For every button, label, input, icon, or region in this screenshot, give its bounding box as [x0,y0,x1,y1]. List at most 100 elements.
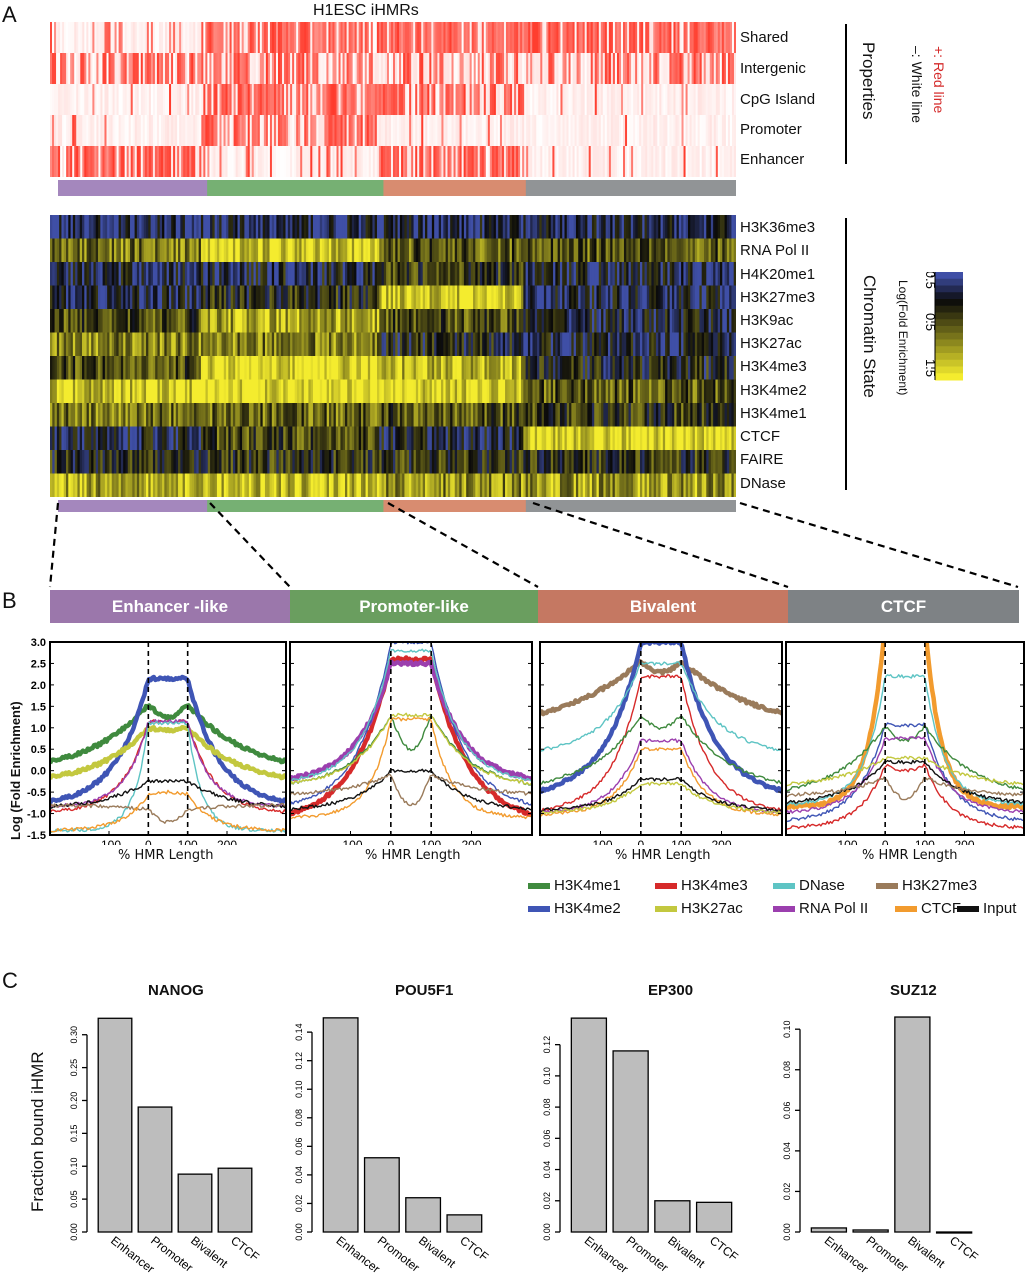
colorbar-step [935,332,963,340]
heatmap-row-h3k9ac [50,309,736,333]
heatmap-row-faire [50,450,736,474]
profile-plot-1: -100 0 100 200 [289,641,533,845]
bar-title-nanog: NANOG [148,982,204,999]
plot-frame [49,641,287,836]
connector-line [532,501,789,589]
colorbar-step [935,346,963,354]
plot-frame [539,641,783,836]
xlabel-enhancer: % HMR Length [118,848,214,863]
xtick-label: 0 [882,838,889,845]
colorbar-step [935,353,963,361]
series-dnase [50,721,286,834]
chromatin-heatmap [50,215,736,497]
row-label-dnase: DNase [740,475,786,492]
bar-ytick-label: 0.12 [542,1036,552,1054]
bar-category-label: Promoter [864,1233,912,1274]
legend-swatch [655,905,677,912]
bar-ytick-label: 0.10 [782,1020,792,1038]
bar-ytick-label: 0.15 [69,1125,79,1143]
group-header-bivalent: Bivalent [538,590,788,623]
profile-plot-2: -100 0 100 200 [539,641,783,845]
xtick-label: 0 [637,838,644,845]
legend-swatch [528,905,550,912]
bar-ctcf [446,1214,483,1233]
properties-bracket [845,24,847,164]
group-segment-enhancer-like [58,500,208,512]
series-h3k4me1 [540,715,782,785]
bar-category-label: CTCF [947,1233,981,1264]
row-label-cpg: CpG Island [740,91,816,108]
bar-ytick-label: 0.04 [542,1161,552,1179]
bar-ytick-label: 0.04 [782,1142,792,1160]
legend-h3k27ac: H3K27ac [655,900,743,917]
profile-plot-0: 3.0 2.5 2.0 1.5 1.0 0.5 0.0 -0.5 -1.0 -1.5 -100 0 10… [27,637,287,845]
group-bar-bottom [58,500,736,512]
xtick-label: -100 [588,838,612,845]
panel-letter-b: B [2,588,17,613]
heatmap-row-enhancer [50,146,736,177]
xlabel-promoter: % HMR Length [365,848,461,863]
row-label-shared: Shared [740,29,789,46]
colorbar-label: Log(Fold Enrichment) [896,280,910,396]
bar-title-ep300: EP300 [648,982,694,999]
legend-swatch [895,905,917,912]
colorbar-step [935,359,963,367]
legend-h3k4me1: H3K4me1 [528,877,621,894]
series-h3k4me2 [50,674,286,805]
bar-ytick-label: 0.00 [782,1223,792,1241]
heatmap-row-ctcf [50,426,736,450]
xtick-label: -100 [97,838,121,845]
row-label-h3k27me3: H3K27me3 [740,289,816,306]
bar-ytick-label: 0.14 [294,1023,304,1041]
bar-title-pou5f1: POU5F1 [395,982,454,999]
xtick-label: 100 [671,838,691,845]
series-ctcf [786,642,1024,811]
ytick-label: 0.5 [31,744,46,756]
series-h3k4me2 [540,642,782,795]
bar-ytick-label: 0.12 [294,1052,304,1070]
series-h3k27me3 [786,776,1024,801]
bar-promoter [137,1106,173,1233]
bar-enhancer [97,1017,133,1233]
series-h3k4me3 [786,763,1024,830]
bar-ytick-label: 0.00 [542,1223,552,1241]
group-bar-top [58,180,736,196]
row-label-h3k4me1: H3K4me1 [740,405,807,422]
group-segment-bivalent [383,500,527,512]
bar-category-label: CTCF [457,1233,491,1264]
series-rna-pol-ii [290,659,532,782]
heatmap-title: H1ESC iHMRs [313,2,419,19]
series-input [786,759,1024,805]
heatmap-row-rna-pol-ii [50,238,736,262]
series-h3k4me1 [786,725,1024,792]
series-h3k4me3 [540,674,782,813]
group-segment-promoter-like [207,500,384,512]
connector-line [739,501,1019,589]
series-h3k27ac [540,781,782,815]
heatmap-row-promoter [50,115,736,146]
bar-ytick-label: 0.06 [542,1130,552,1148]
connector-line [387,502,539,588]
row-label-faire: FAIRE [740,451,784,468]
heatmap-row-h3k4me2 [50,379,736,403]
bar-chart-suz12: 0.00 0.02 0.04 0.06 0.08 0.10 EnhancerPromoter… [782,1016,981,1276]
bar-ytick-label: 0.04 [294,1166,304,1184]
colorbar-tick-label: −0.5 [923,272,938,289]
bar-ytick-label: 0.08 [294,1109,304,1127]
series-h3k27ac [786,755,1024,787]
panel-letter-a: A [2,2,17,27]
row-label-h3k36me3: H3K36me3 [740,219,816,236]
bar-chart-pou5f1: 0.00 0.02 0.04 0.06 0.08 0.10 0.12 0.14 Enhancer… [294,1017,491,1276]
xlabel-bivalent: % HMR Length [615,848,711,863]
heatmap-row-shared [50,22,736,53]
heatmap-row-h3k4me1 [50,403,736,427]
row-label-enhancer: Enhancer [740,151,805,168]
ytick-label: 1.0 [31,723,46,735]
row-label-h3k4me2: H3K4me2 [740,382,807,399]
legend-swatch [957,905,979,912]
bar-ytick-label: 0.10 [542,1067,552,1085]
xtick-label: -100 [833,838,857,845]
bar-enhancer [570,1017,608,1233]
plot-frame [289,641,533,836]
panel-letter-c: C [2,968,18,993]
